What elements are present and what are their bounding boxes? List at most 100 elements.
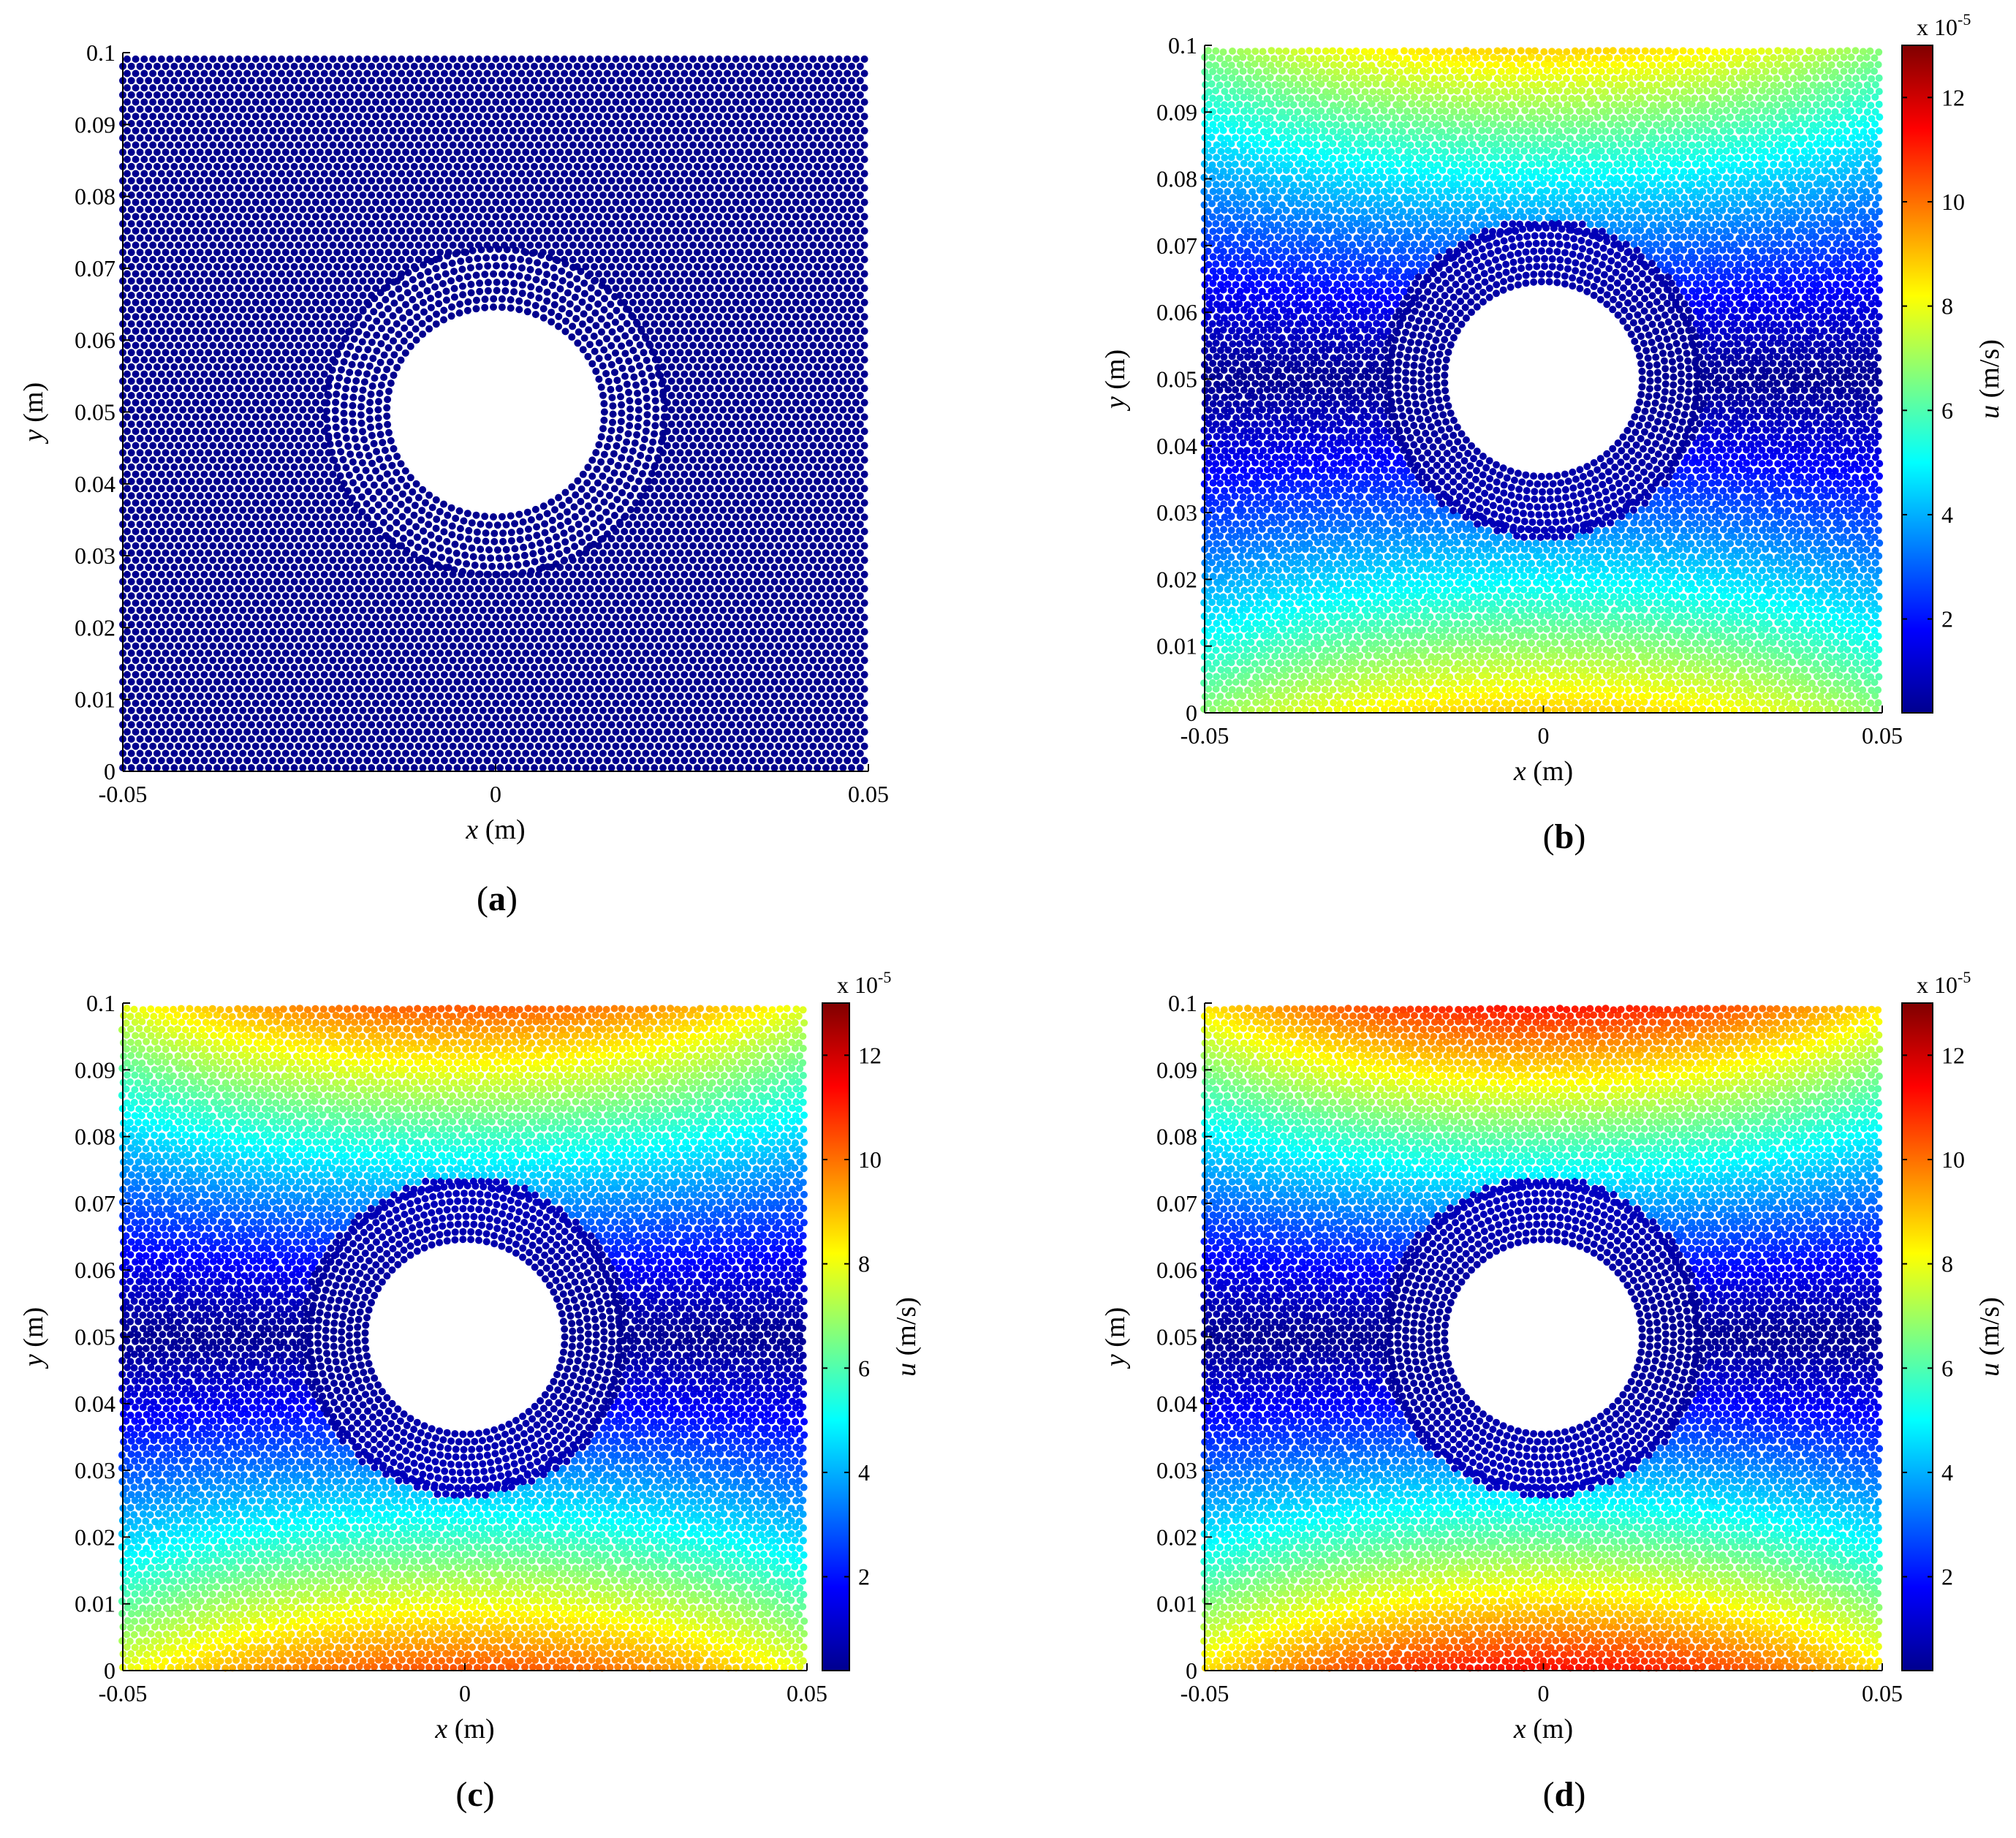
particle	[835, 628, 843, 636]
particle	[651, 277, 659, 285]
particle	[826, 513, 834, 521]
particle	[762, 735, 770, 743]
particle	[762, 249, 770, 257]
particle	[325, 262, 333, 271]
particle	[573, 692, 581, 700]
particle	[132, 685, 140, 693]
particle	[127, 249, 135, 257]
particle	[376, 549, 384, 557]
particle	[311, 356, 319, 364]
particle	[822, 306, 830, 314]
particle	[706, 700, 714, 707]
particle	[273, 249, 281, 257]
particle	[311, 284, 319, 292]
particle	[406, 757, 414, 765]
particle	[187, 320, 195, 328]
particle	[646, 670, 654, 678]
particle	[338, 327, 346, 335]
particle	[787, 492, 795, 500]
particle	[625, 621, 633, 629]
particle	[145, 477, 153, 485]
particle	[226, 657, 234, 665]
particle	[205, 306, 213, 314]
particle	[586, 585, 594, 593]
particle	[504, 578, 512, 586]
particle	[749, 313, 757, 321]
particle	[599, 262, 607, 271]
particle	[479, 735, 487, 743]
particle	[376, 578, 384, 586]
particle	[860, 599, 868, 607]
particle	[830, 420, 838, 428]
particle	[727, 449, 735, 457]
particle	[637, 256, 645, 263]
particle	[796, 449, 804, 457]
particle	[762, 534, 770, 542]
particle	[800, 385, 808, 393]
particle	[543, 728, 551, 736]
particle	[792, 499, 800, 507]
particle	[243, 685, 251, 693]
particle	[762, 564, 770, 571]
particle	[860, 370, 868, 378]
particle	[719, 764, 727, 772]
particle	[311, 585, 319, 593]
particle	[398, 685, 406, 693]
particle	[651, 262, 659, 271]
particle	[736, 706, 744, 714]
particle	[693, 764, 701, 772]
particle	[710, 506, 719, 514]
particle	[724, 442, 731, 450]
particle	[402, 692, 410, 700]
particle	[230, 434, 238, 442]
particle	[814, 564, 822, 571]
particle	[689, 470, 697, 478]
particle	[286, 528, 294, 535]
particle	[183, 513, 191, 521]
particle	[235, 442, 243, 450]
particle	[844, 313, 852, 321]
particle	[205, 434, 213, 442]
particle	[591, 664, 599, 671]
particle	[217, 613, 225, 621]
particle	[243, 657, 251, 665]
particle	[295, 413, 303, 421]
particle	[779, 420, 787, 428]
particle	[607, 635, 615, 643]
particle	[693, 664, 701, 671]
particle	[591, 592, 599, 600]
particle	[320, 513, 328, 521]
particle	[440, 714, 448, 722]
particle	[170, 506, 178, 514]
particle	[818, 385, 825, 393]
particle	[766, 570, 774, 578]
particle	[316, 377, 324, 385]
particle	[269, 499, 277, 507]
particle	[655, 556, 663, 564]
particle	[342, 534, 349, 542]
particle	[183, 714, 191, 722]
particle	[681, 428, 689, 435]
particle	[153, 549, 161, 557]
particle	[325, 506, 333, 514]
particle	[629, 628, 637, 636]
particle	[162, 621, 170, 629]
particle	[586, 256, 594, 263]
particle	[757, 542, 765, 550]
particle	[217, 757, 225, 765]
particle	[290, 249, 298, 257]
particle	[818, 398, 825, 406]
particle	[612, 599, 620, 607]
particle	[642, 606, 650, 614]
particle	[740, 585, 749, 593]
particle	[848, 420, 855, 428]
particle	[320, 585, 328, 593]
particle	[278, 256, 285, 263]
particle	[844, 270, 852, 278]
particle	[372, 742, 379, 750]
particle	[243, 442, 251, 450]
particle	[770, 764, 778, 772]
particle	[329, 542, 337, 550]
particle	[295, 341, 303, 349]
particle	[573, 664, 581, 671]
